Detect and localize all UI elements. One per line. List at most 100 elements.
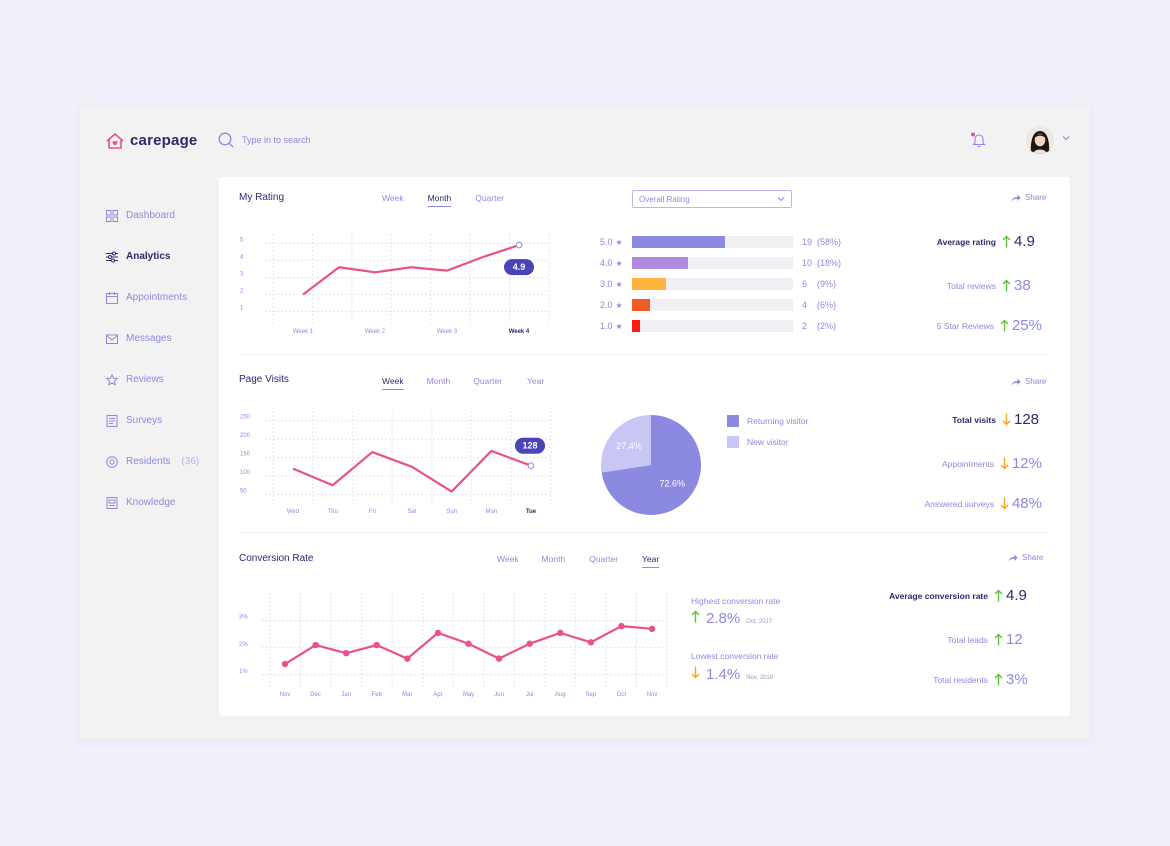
y-tick-label: 250 — [240, 415, 251, 421]
share-button[interactable]: Share — [1008, 553, 1043, 562]
bar-track — [632, 320, 793, 332]
bar-fill — [632, 236, 726, 248]
stat-number: 128 — [1014, 411, 1040, 428]
x-tick-label: Week 2 — [365, 329, 386, 335]
bar-star-label: 5.0 ★ — [600, 237, 630, 247]
tab-quarter[interactable]: Quarter — [589, 554, 619, 564]
bar-count: 2 — [802, 321, 808, 331]
y-tick-label: 50 — [240, 488, 247, 494]
bar-star-label: 1.0 ★ — [600, 321, 630, 331]
tooltip: 4.9 — [504, 259, 534, 276]
rating-bar-row: 3.0 ★ 6 (9%) — [600, 278, 836, 290]
y-tick-label: 3% — [239, 615, 248, 621]
stat-label: Total leads — [947, 634, 988, 645]
arrow-up-icon — [1000, 319, 1009, 332]
tooltip-value: 4.9 — [513, 262, 526, 272]
y-tick-label: 200 — [240, 433, 251, 439]
star-icon — [106, 373, 118, 385]
x-tick-label: May — [463, 692, 474, 698]
tooltip-value: 128 — [522, 441, 537, 451]
pie-slice-label: 72.6% — [659, 478, 685, 488]
data-point — [342, 649, 350, 657]
residents-count: (36) — [181, 456, 200, 467]
data-point — [515, 241, 523, 249]
stat-value: 48% — [1000, 495, 1042, 512]
stat-number: 25% — [1011, 317, 1042, 334]
sidebar: Dashboard Analytics Appointments Message… — [106, 195, 216, 523]
rating-bar-row: 5.0 ★ 19 (58%) — [600, 236, 841, 248]
bar-fill — [632, 320, 641, 332]
lowest-rate-date: Nov, 2016 — [746, 675, 774, 681]
search-input[interactable] — [240, 134, 444, 146]
sidebar-item-surveys[interactable]: Surveys — [106, 400, 216, 441]
bar-percent: (6%) — [817, 300, 837, 310]
sidebar-item-label: Appointments — [126, 292, 188, 303]
y-tick-label: 150 — [240, 452, 251, 458]
logo[interactable]: carepage — [106, 132, 197, 149]
legend-returning: Returning visitor — [727, 415, 808, 427]
sidebar-item-residents[interactable]: Residents (36) — [106, 441, 216, 482]
sidebar-item-analytics[interactable]: Analytics — [106, 236, 216, 277]
share-label: Share — [1022, 553, 1044, 562]
search-bar[interactable] — [218, 132, 444, 148]
notifications-button[interactable] — [970, 131, 988, 154]
bar-fill — [632, 257, 689, 269]
sidebar-item-reviews[interactable]: Reviews — [106, 359, 216, 400]
y-tick-label: 5 — [240, 237, 244, 243]
stat-value: 4.9 — [1002, 233, 1042, 250]
tab-quarter[interactable]: Quarter — [475, 193, 505, 203]
sidebar-item-knowledge[interactable]: Knowledge — [106, 482, 216, 523]
share-button[interactable]: Share — [1011, 193, 1046, 202]
sidebar-item-messages[interactable]: Messages — [106, 318, 216, 359]
bar-count: 19 — [802, 237, 813, 247]
series-line — [302, 244, 520, 296]
stat-number: 12 — [1006, 631, 1023, 648]
legend-label: New visitor — [747, 437, 789, 447]
arrow-up-icon — [691, 610, 700, 623]
tab-quarter[interactable]: Quarter — [473, 376, 503, 386]
tab-month[interactable]: Month — [541, 554, 566, 564]
sidebar-item-label: Knowledge — [126, 497, 176, 508]
x-tick-label: Mon — [485, 509, 497, 515]
stat-row: Answered surveys 48% — [925, 495, 1042, 512]
tooltip-bubble — [504, 259, 534, 276]
arrow-down-icon — [691, 666, 700, 679]
x-tick-label: Tue — [526, 509, 537, 515]
chevron-down-icon[interactable] — [1062, 135, 1070, 141]
bar-track — [632, 299, 793, 311]
x-tick-label: Nov — [647, 692, 658, 698]
calendar-icon — [106, 291, 118, 304]
tab-week[interactable]: Week — [382, 193, 404, 203]
tab-week[interactable]: Week — [497, 554, 519, 564]
stat-row: 5 Star Reviews 25% — [937, 317, 1042, 334]
star-icon: ★ — [615, 258, 623, 268]
bar-count: 4 — [802, 300, 808, 310]
sidebar-item-dashboard[interactable]: Dashboard — [106, 195, 216, 236]
logo-text: carepage — [130, 132, 198, 149]
x-tick-label: Apr — [433, 692, 442, 698]
sidebar-item-appointments[interactable]: Appointments — [106, 277, 216, 318]
tab-year[interactable]: Year — [642, 554, 660, 568]
x-tick-label: Week 1 — [293, 329, 314, 335]
arrow-up-icon — [1002, 235, 1011, 248]
avatar[interactable] — [1026, 126, 1054, 154]
arrow-up-icon — [994, 589, 1003, 602]
conversion-tabs: Week Month Quarter Year — [497, 554, 660, 568]
arrow-down-icon — [1000, 457, 1009, 470]
bar-rating-value: 2.0 — [600, 300, 613, 310]
data-point — [373, 641, 380, 649]
legend-swatch — [727, 415, 739, 427]
rating-filter-dropdown[interactable]: Overall Rating — [632, 190, 792, 208]
user-photo — [1026, 126, 1054, 154]
visitors-pie-chart: 72.6% 27.4% — [601, 415, 701, 515]
tab-month[interactable]: Month — [427, 193, 452, 207]
stat-number: 12% — [1011, 455, 1042, 472]
rating-bar-row: 1.0 ★ 2 (2%) — [600, 320, 836, 332]
rating-bar-row: 2.0 ★ 4 (6%) — [600, 299, 836, 311]
tab-year[interactable]: Year — [527, 376, 545, 386]
tab-month[interactable]: Month — [426, 376, 451, 386]
share-button[interactable]: Share — [1011, 377, 1046, 386]
lowest-rate-label: Lowest conversion rate — [691, 651, 779, 661]
y-tick-label: 100 — [240, 470, 251, 476]
tab-week[interactable]: Week — [382, 376, 404, 390]
